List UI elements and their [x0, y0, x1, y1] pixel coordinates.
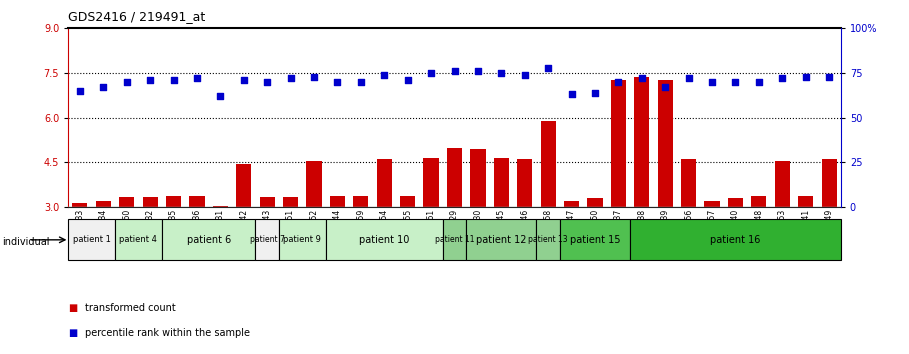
Bar [400, 196, 415, 207]
Point [213, 93, 227, 99]
Point [447, 68, 462, 74]
Bar [517, 159, 533, 207]
Text: transformed count: transformed count [85, 303, 175, 313]
Text: patient 15: patient 15 [570, 235, 620, 245]
Bar [494, 158, 509, 207]
Text: percentile rank within the sample: percentile rank within the sample [85, 328, 250, 338]
Bar [95, 201, 111, 207]
Bar [587, 198, 603, 207]
Point [798, 74, 813, 79]
Bar [564, 201, 579, 207]
Point [73, 88, 87, 94]
Point [119, 79, 134, 85]
Bar [68, 219, 115, 260]
Bar [630, 219, 841, 260]
Bar [325, 219, 443, 260]
Text: patient 16: patient 16 [710, 235, 761, 245]
Bar [115, 219, 162, 260]
Bar [443, 219, 466, 260]
Point [682, 75, 696, 81]
Bar [541, 121, 555, 207]
Point [236, 77, 251, 83]
Point [377, 72, 392, 78]
Bar [143, 197, 158, 207]
Point [306, 74, 321, 79]
Text: patient 1: patient 1 [73, 235, 111, 244]
Point [611, 79, 625, 85]
Point [822, 74, 836, 79]
Bar [728, 198, 743, 207]
Point [284, 75, 298, 81]
Bar [354, 196, 368, 207]
Point [400, 77, 415, 83]
Text: ■: ■ [68, 303, 77, 313]
Bar [73, 202, 87, 207]
Text: patient 13: patient 13 [528, 235, 568, 244]
Bar [774, 161, 790, 207]
Bar [236, 164, 252, 207]
Bar [119, 197, 135, 207]
Bar [376, 159, 392, 207]
Point [588, 90, 603, 96]
Point [517, 72, 532, 78]
Text: ■: ■ [68, 328, 77, 338]
Bar [162, 219, 255, 260]
Point [494, 70, 509, 76]
Point [190, 75, 205, 81]
Text: patient 11: patient 11 [435, 235, 474, 244]
Bar [466, 219, 536, 260]
Point [728, 79, 743, 85]
Text: patient 6: patient 6 [186, 235, 231, 245]
Point [634, 75, 649, 81]
Bar [330, 196, 345, 207]
Bar [657, 80, 673, 207]
Text: patient 7: patient 7 [250, 235, 285, 244]
Bar [279, 219, 325, 260]
Bar [189, 196, 205, 207]
Bar [166, 196, 181, 207]
Point [541, 65, 555, 70]
Bar [213, 206, 228, 207]
Text: GDS2416 / 219491_at: GDS2416 / 219491_at [68, 10, 205, 23]
Text: individual: individual [2, 238, 49, 247]
Point [143, 77, 157, 83]
Point [166, 77, 181, 83]
Text: patient 12: patient 12 [476, 235, 526, 245]
Point [330, 79, 345, 85]
Text: patient 10: patient 10 [359, 235, 409, 245]
Point [704, 79, 719, 85]
Bar [306, 161, 322, 207]
Bar [634, 78, 649, 207]
Bar [255, 219, 279, 260]
Text: patient 4: patient 4 [119, 235, 157, 244]
Bar [260, 197, 275, 207]
Bar [704, 201, 720, 207]
Bar [424, 158, 439, 207]
Text: patient 9: patient 9 [284, 235, 321, 244]
Bar [560, 219, 630, 260]
Point [471, 68, 485, 74]
Bar [798, 196, 814, 207]
Bar [751, 196, 766, 207]
Point [424, 70, 438, 76]
Point [658, 85, 673, 90]
Point [354, 79, 368, 85]
Point [752, 79, 766, 85]
Point [260, 79, 275, 85]
Point [564, 92, 579, 97]
Bar [447, 148, 462, 207]
Bar [611, 80, 626, 207]
Bar [822, 159, 836, 207]
Point [775, 75, 790, 81]
Bar [470, 149, 485, 207]
Bar [283, 197, 298, 207]
Point [96, 85, 111, 90]
Bar [536, 219, 560, 260]
Bar [681, 159, 696, 207]
